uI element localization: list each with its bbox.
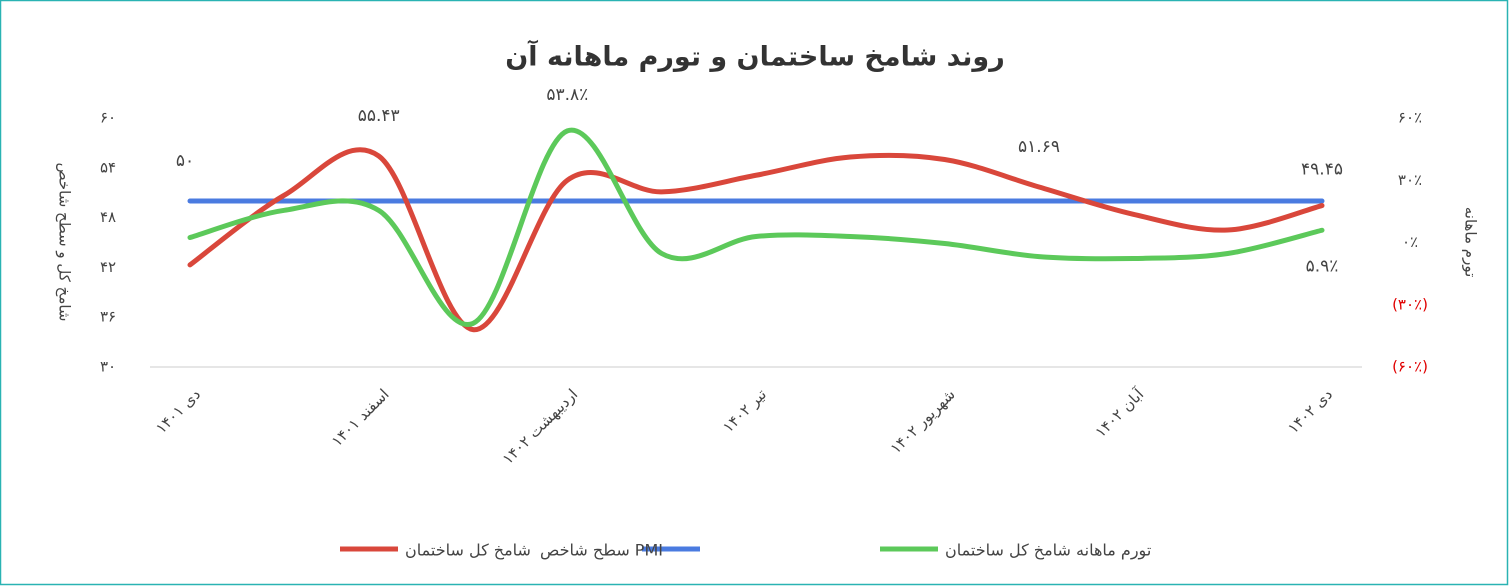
y-tick-label: ۳۶ xyxy=(100,308,116,326)
series-line xyxy=(187,147,1325,333)
data-label: ۵۳.۸٪ xyxy=(546,85,588,105)
y-tick-label: ۵۴ xyxy=(100,158,116,176)
data-label: ۵.۹٪ xyxy=(1306,256,1339,276)
y2-tick-label: (۶۰٪) xyxy=(1392,358,1428,376)
y2-tick-label: ۰٪ xyxy=(1402,233,1418,251)
y-axis-title: شامخ کل و سطح شاخص xyxy=(56,162,74,321)
chart-title: روند شامخ ساختمان و تورم ماهانه آن xyxy=(505,40,1005,73)
y-tick-label: ۶۰ xyxy=(100,109,116,127)
y2-tick-label: ۳۰٪ xyxy=(1398,171,1422,189)
y-tick-label: ۳۰ xyxy=(100,358,116,376)
y2-axis-title: تورم ماهانه xyxy=(1462,207,1480,278)
data-label: ۵۰ xyxy=(176,151,194,171)
y-tick-label: ۴۲ xyxy=(100,258,116,276)
legend-label: شامخ کل ساختمان xyxy=(405,541,531,561)
y2-tick-label: ۶۰٪ xyxy=(1398,109,1422,127)
legend-label: تورم ماهانه شامخ کل ساختمان xyxy=(945,541,1151,561)
y2-tick-label: (۳۰٪) xyxy=(1392,295,1428,313)
data-label: ۵۵.۴۳ xyxy=(358,106,400,126)
data-label: ۴۹.۴۵ xyxy=(1301,160,1343,180)
data-label: ۵۱.۶۹ xyxy=(1018,137,1060,157)
legend-label: سطح شاخص PMI xyxy=(540,541,663,561)
y-tick-label: ۴۸ xyxy=(100,208,116,226)
series-line xyxy=(187,127,1325,327)
